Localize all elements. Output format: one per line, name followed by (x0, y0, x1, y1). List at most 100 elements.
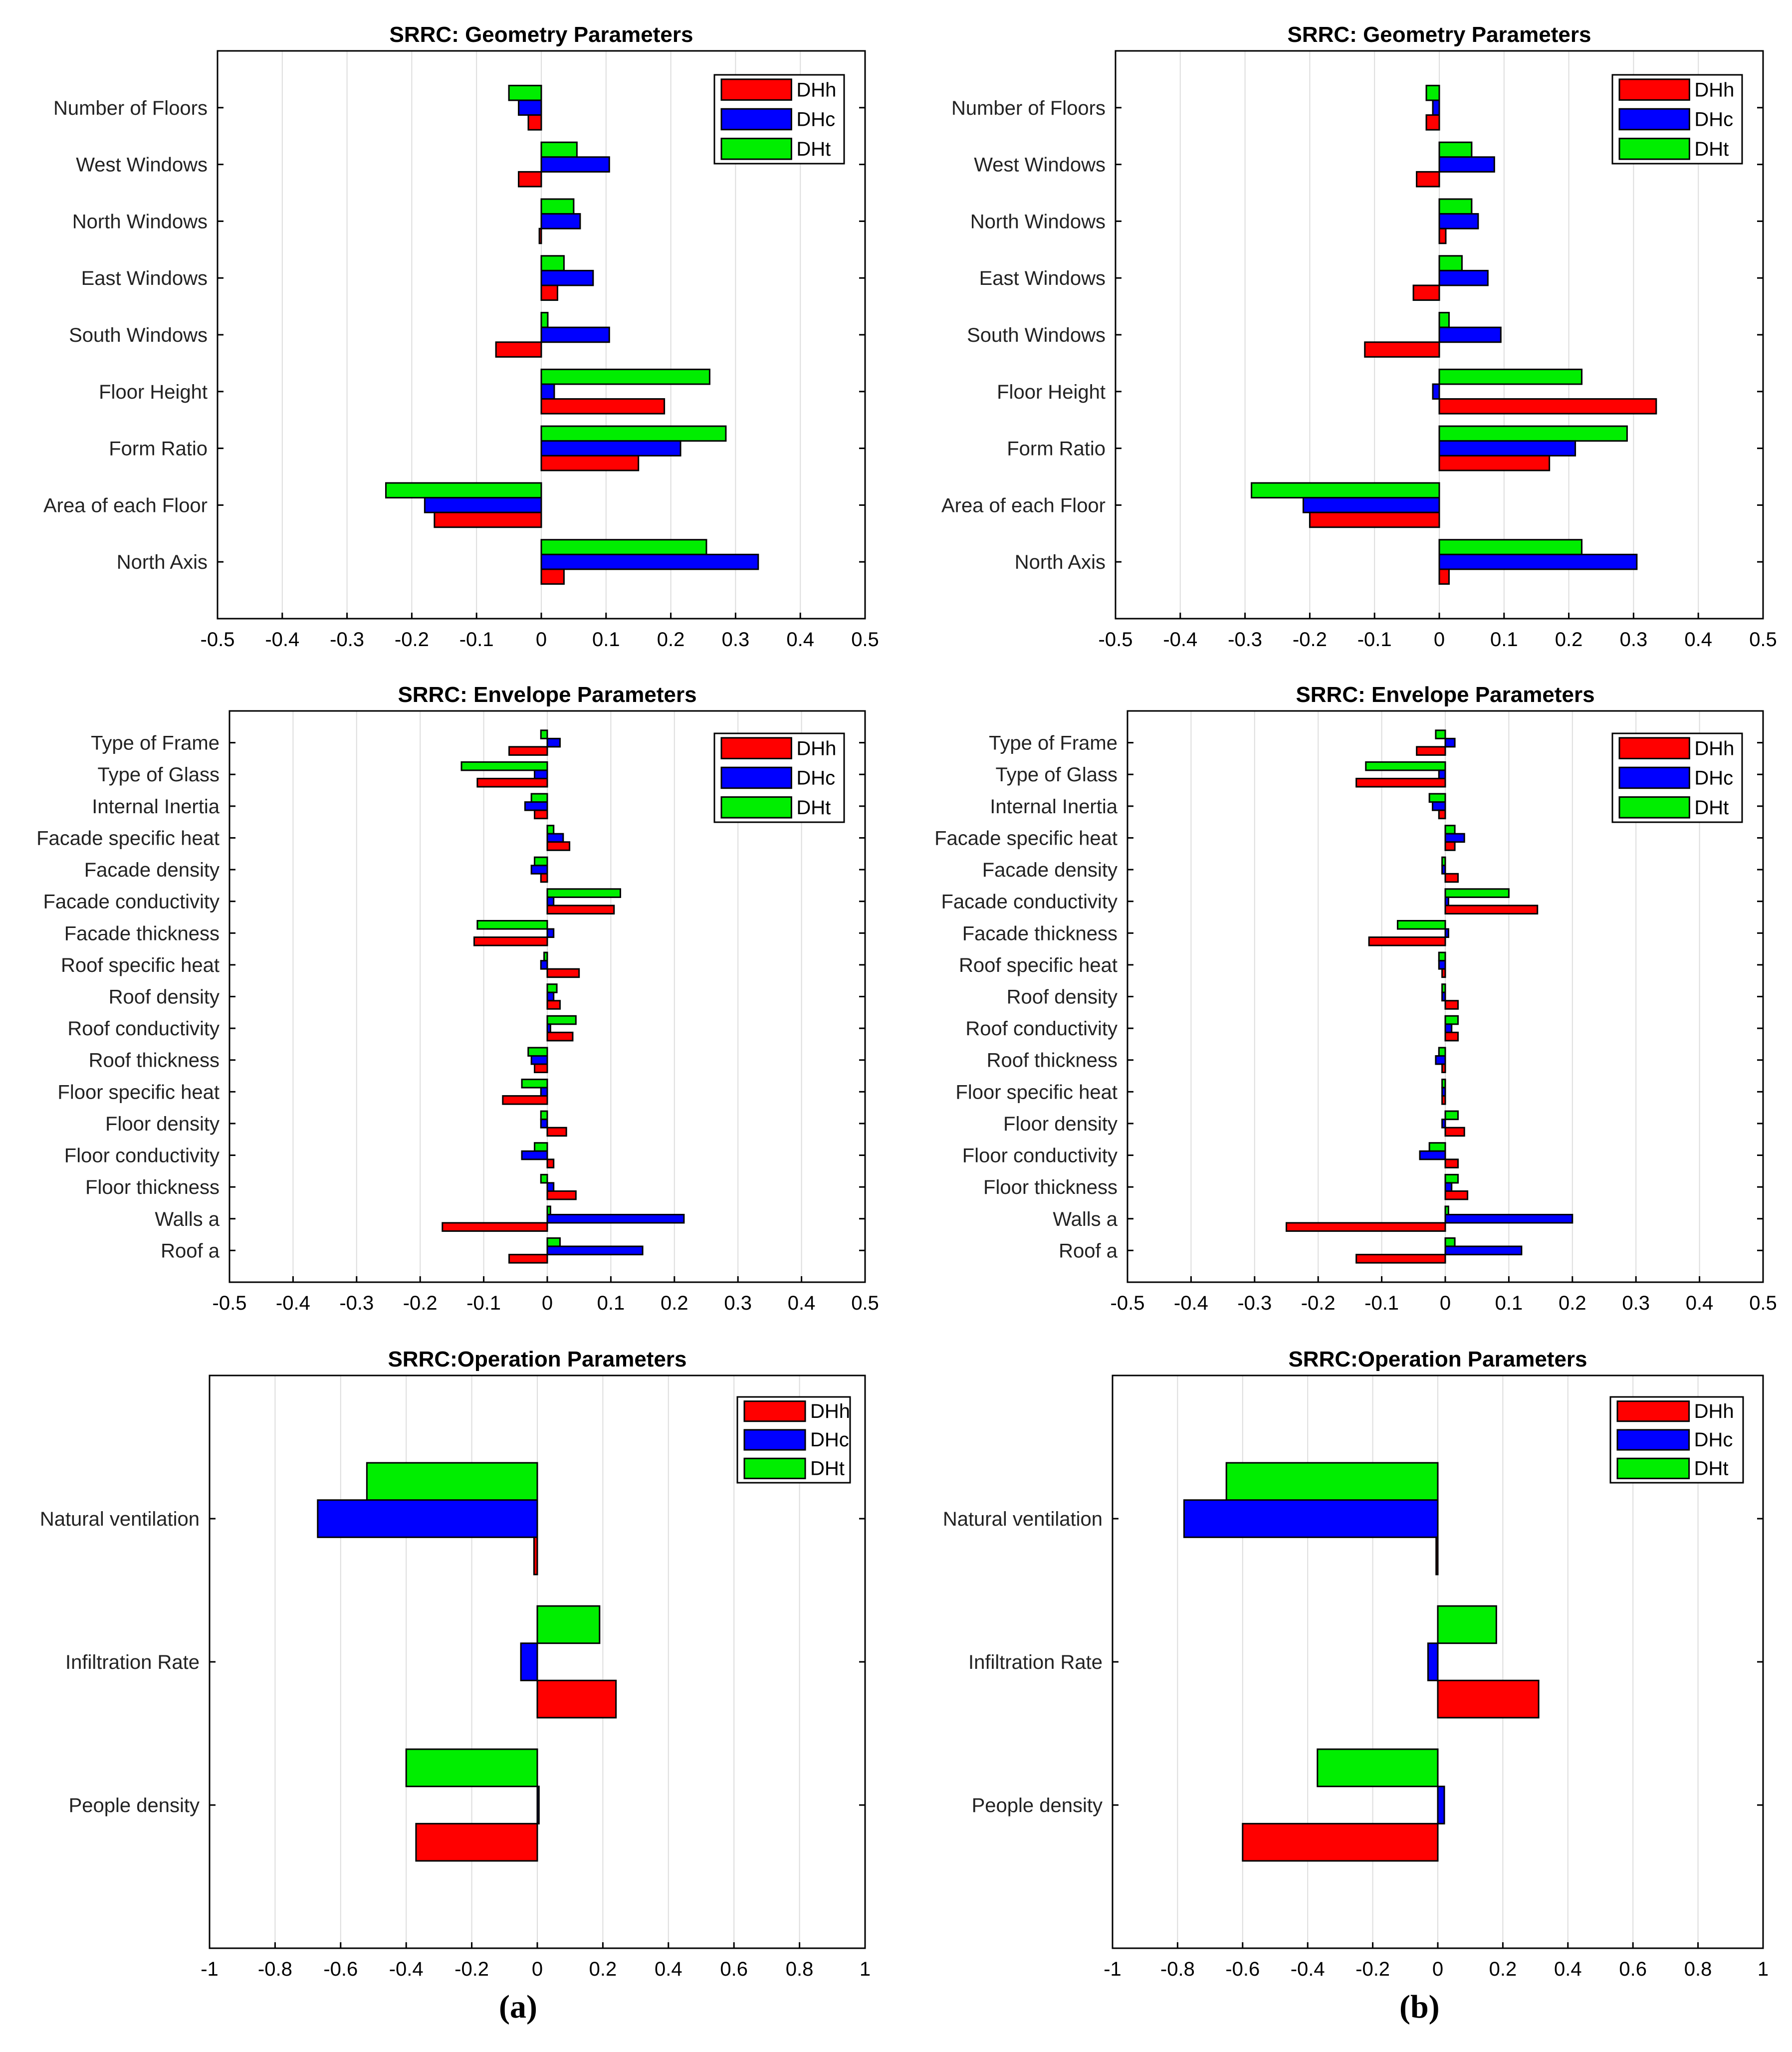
bar-dht (540, 141, 578, 158)
bar-dhh (1368, 936, 1446, 946)
bar-dhc (1438, 326, 1502, 343)
category-label: Roof density (109, 986, 220, 1008)
category-label: Roof specific heat (959, 954, 1118, 976)
panel-label-b: (b) (1399, 1989, 1440, 2025)
bar-dht (1438, 951, 1446, 962)
x-tick-label: -0.1 (1364, 1292, 1399, 1314)
category-label: North Windows (72, 211, 208, 232)
category-label: Type of Frame (91, 732, 220, 754)
bar-dhc (1432, 383, 1440, 400)
bar-dht (1441, 856, 1446, 867)
bar-dhh (495, 341, 542, 358)
category-label: Roof thickness (987, 1050, 1118, 1072)
chart-title: SRRC:Operation Parameters (1288, 1347, 1587, 1371)
bar-dht (1444, 1205, 1449, 1216)
legend-swatch-dht (1616, 1457, 1690, 1479)
legend-label-dhc: DHc (1694, 109, 1733, 131)
category-label: Floor density (105, 1113, 220, 1135)
bar-dht (508, 84, 542, 101)
bar-dht (546, 983, 558, 993)
x-tick-label: 1 (1758, 1958, 1769, 1980)
x-tick-label: 0 (542, 1292, 553, 1314)
bar-dhh (546, 1158, 555, 1168)
category-label: Roof specific heat (61, 954, 220, 976)
bar-dhc (518, 99, 542, 116)
bar-dhc (540, 553, 759, 570)
legend-swatch-dhc (1616, 1429, 1690, 1451)
legend: DHh DHc DHt (713, 74, 845, 165)
legend-label-dhh: DHh (796, 79, 836, 101)
bar-dhh (1438, 809, 1446, 820)
category-label: Facade specific heat (36, 827, 220, 849)
x-tick-label: -0.2 (1355, 1958, 1390, 1980)
bar-dhh (1438, 228, 1447, 244)
category-label: Floor Height (997, 381, 1106, 403)
x-tick-label: 0.2 (1555, 629, 1583, 651)
bar-dht (540, 368, 710, 385)
legend-label-dht: DHt (1694, 1458, 1729, 1480)
category-label: Number of Floors (951, 97, 1106, 119)
category-label: Floor specific heat (955, 1081, 1118, 1103)
x-tick-label: 0.4 (655, 1958, 682, 1980)
bar-dht (527, 1047, 548, 1057)
bar-dhc (546, 928, 555, 938)
category-label: Roof a (1059, 1240, 1118, 1262)
category-label: Infiltration Rate (968, 1651, 1103, 1673)
x-tick-label: 0.2 (661, 1292, 688, 1314)
category-label: Facade conductivity (941, 891, 1118, 913)
category-label: Floor thickness (983, 1176, 1118, 1198)
x-tick-label: -0.2 (454, 1958, 489, 1980)
x-tick-label: 0.2 (1559, 1292, 1586, 1314)
bar-dhh (527, 114, 542, 131)
x-tick-label: -0.5 (1111, 1292, 1145, 1314)
x-tick-label: -0.4 (1291, 1958, 1325, 1980)
legend-swatch-dhh (720, 737, 792, 759)
bar-dht (1438, 368, 1583, 385)
bar-dhh (434, 511, 542, 528)
bar-dhh (546, 1000, 561, 1010)
bar-dhh (1416, 171, 1440, 188)
x-tick-label: 0 (1434, 629, 1445, 651)
category-label: Walls a (1053, 1208, 1118, 1230)
bar-dht (540, 425, 727, 442)
x-tick-label: -0.2 (403, 1292, 438, 1314)
bar-dht (521, 1079, 548, 1089)
bar-dht (1444, 1015, 1459, 1025)
bar-dhc (546, 833, 564, 843)
legend-swatch-dht (720, 138, 792, 160)
legend-label-dhh: DHh (1694, 1400, 1734, 1422)
bar-dhc (1438, 213, 1479, 229)
bar-dhc (540, 383, 555, 400)
bar-dhh (1412, 284, 1440, 301)
bar-dhh (540, 284, 558, 301)
bar-dhh (546, 968, 580, 978)
bar-dhc (1444, 833, 1465, 843)
legend-swatch-dht (1618, 138, 1690, 160)
bar-dhc (520, 1642, 538, 1681)
legend-swatch-dhc (1618, 108, 1690, 131)
bar-dhc (534, 769, 548, 779)
x-tick-label: 0.3 (1622, 1292, 1650, 1314)
legend-label-dhc: DHc (796, 767, 835, 789)
bar-dht (1441, 1079, 1446, 1089)
bar-dhc (317, 1499, 538, 1538)
legend-label-dhh: DHh (1694, 79, 1734, 101)
legend-swatch-dhc (743, 1429, 806, 1451)
bar-dhc (1444, 737, 1456, 748)
x-tick-label: -0.8 (1160, 1958, 1195, 1980)
bar-dhc (540, 960, 548, 970)
legend-label-dht: DHt (796, 797, 831, 819)
x-tick-label: -0.1 (466, 1292, 501, 1314)
panel-label-a: (a) (499, 1989, 537, 2025)
category-label: Floor density (1003, 1113, 1118, 1135)
x-tick-label: -0.4 (265, 629, 299, 651)
legend-swatch-dhh (720, 78, 792, 101)
bar-dhh (540, 873, 548, 883)
x-tick-label: -1 (1104, 1958, 1121, 1980)
x-tick-label: -0.3 (1228, 629, 1262, 651)
bar-dhc (540, 1087, 548, 1097)
bar-dht (1438, 425, 1628, 442)
chart-title: SRRC: Envelope Parameters (1296, 683, 1594, 707)
legend-label-dhc: DHc (810, 1429, 849, 1451)
